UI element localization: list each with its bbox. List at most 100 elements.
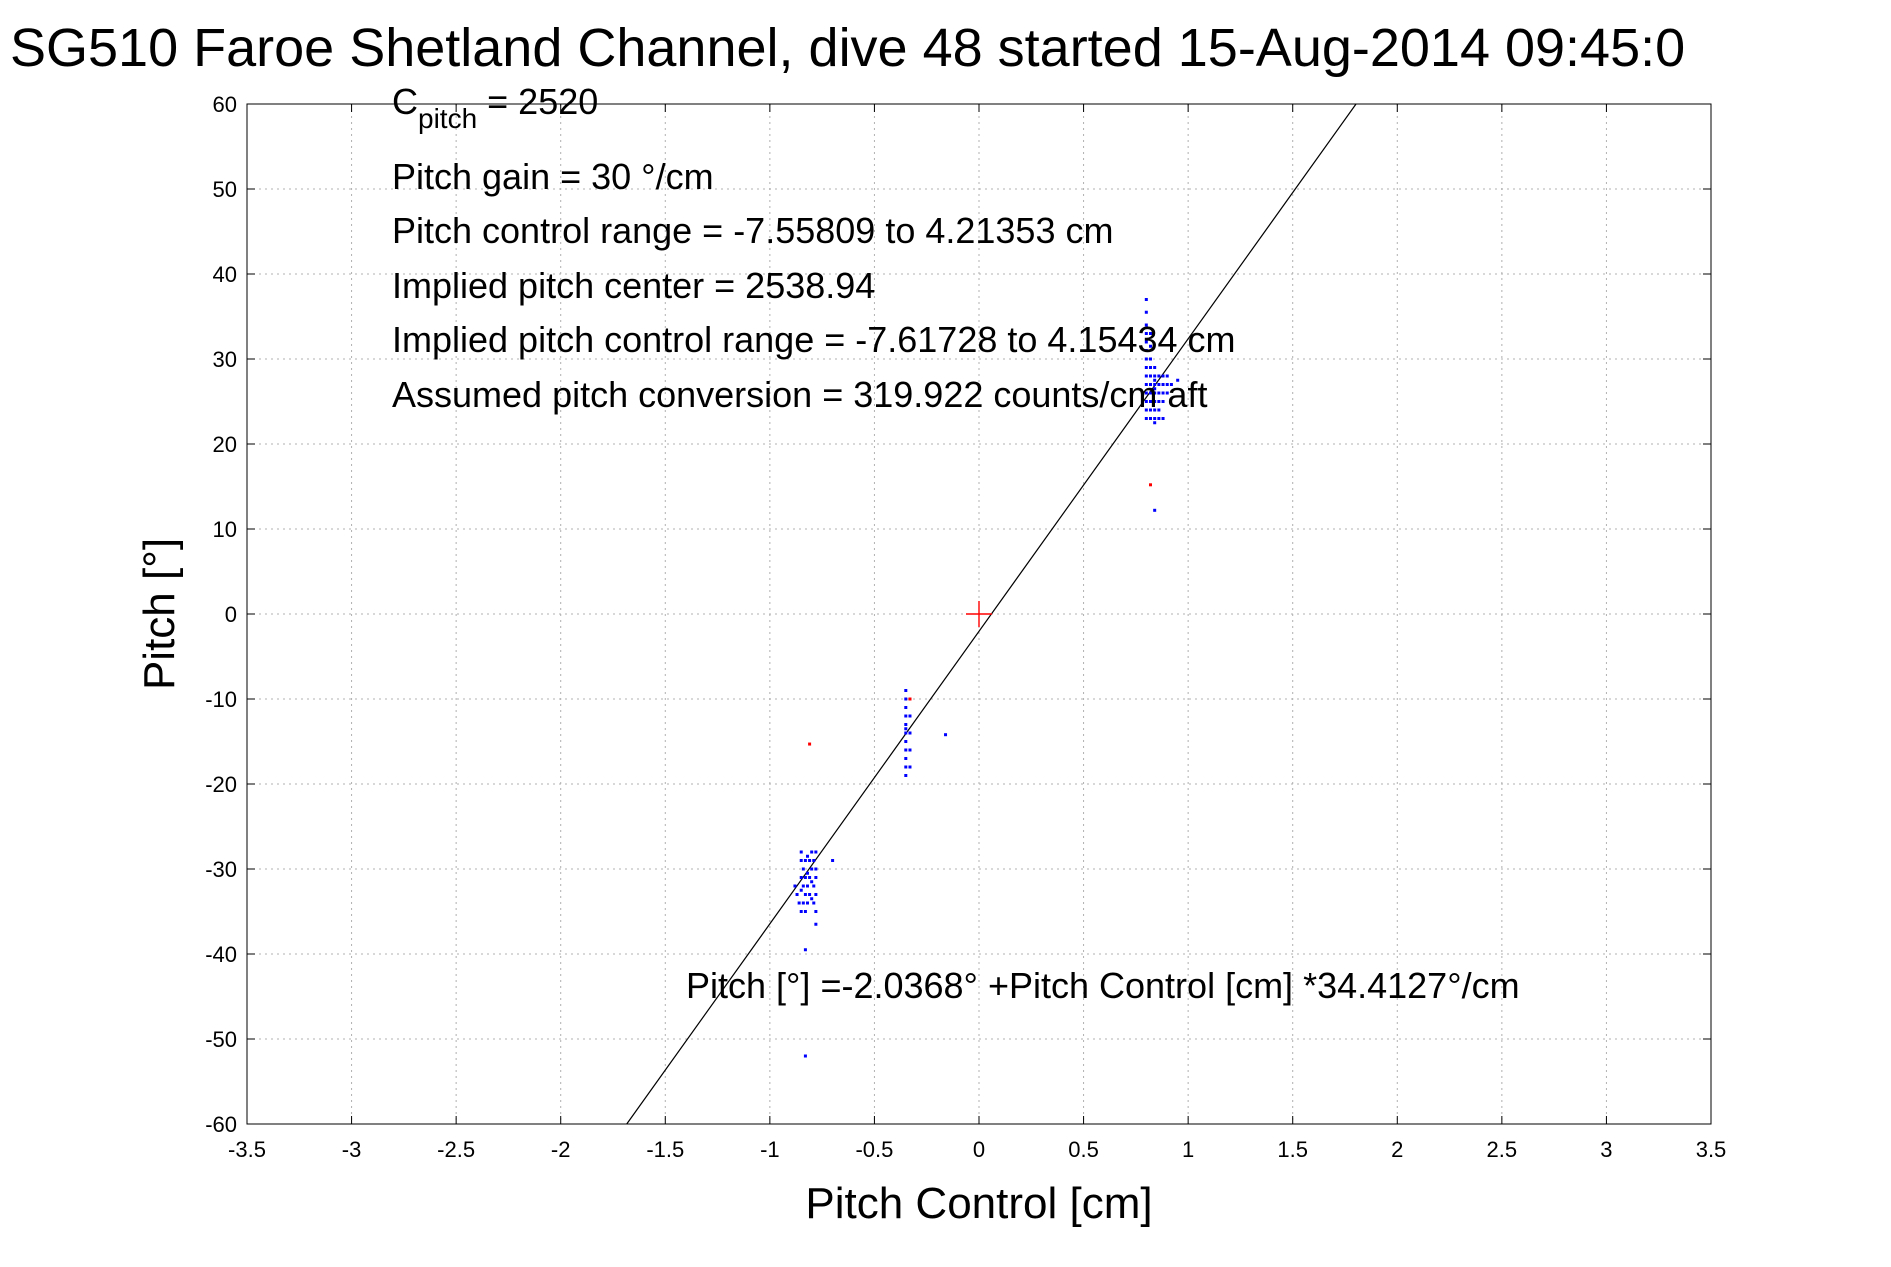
x-axis-label: Pitch Control [cm] [805,1179,1152,1228]
data-point [904,748,908,752]
data-point [1144,298,1148,301]
data-point [1169,383,1173,386]
y-tick-label: 60 [213,92,237,117]
data-point [1148,366,1152,369]
data-point [1144,391,1148,395]
data-point [1157,408,1161,412]
data-point [1148,417,1152,420]
y-axis-label: Pitch [°] [135,538,184,690]
data-point [799,888,803,892]
y-tick-label: 20 [213,432,237,457]
data-point [814,922,818,926]
data-point [1153,366,1157,369]
data-point [810,897,814,901]
data-point [1157,383,1161,386]
data-point [904,697,908,701]
implied-range-annotation: Implied pitch control range = -7.61728 t… [392,319,1236,360]
data-point [1153,417,1157,420]
data-point [803,910,807,913]
data-point [808,859,812,862]
data-point [803,948,807,952]
data-point [904,714,908,718]
data-point [944,733,948,737]
x-tick-label: -1.5 [646,1137,684,1162]
c-pitch-letter: C [392,81,418,122]
data-point [1148,374,1152,378]
data-point [1161,374,1165,378]
data-point [803,893,807,896]
data-point [810,880,814,884]
y-tick-label: -60 [205,1112,237,1137]
data-point [799,876,803,879]
x-tick-label: 1.5 [1277,1137,1308,1162]
data-point [1148,357,1152,361]
data-point [908,731,912,735]
x-tick-label: 2 [1391,1137,1403,1162]
data-point [810,850,814,854]
data-point [1144,374,1148,378]
data-point [806,854,810,858]
implied-center-annotation: Implied pitch center = 2538.94 [392,265,875,306]
data-point [1144,417,1148,420]
pitch-gain-annotation: Pitch gain = 30 °/cm [392,156,714,197]
data-point [1148,408,1152,412]
data-point [806,871,810,875]
x-tick-label: 2.5 [1487,1137,1518,1162]
data-point [904,689,908,692]
x-tick-label: 3.5 [1696,1137,1727,1162]
data-point [812,901,816,905]
data-point [801,867,805,871]
control-range-annotation: Pitch control range = -7.55809 to 4.2135… [392,210,1113,251]
data-point [803,859,807,862]
data-point [1153,378,1157,382]
fit-line-layer [626,103,1357,1125]
data-point [808,742,812,746]
data-point [812,859,816,862]
data-point [1153,383,1157,386]
data-point [1153,408,1157,412]
y-tick-label: 30 [213,347,237,372]
data-point [799,910,803,913]
x-tick-label: -0.5 [855,1137,893,1162]
c-pitch-annotation: Cpitch = 2520 [392,81,598,134]
data-point [806,901,810,905]
y-tick-label: 0 [225,602,237,627]
data-point [1153,508,1157,512]
data-point [801,901,805,905]
data-point [904,723,908,726]
data-point [1148,332,1152,335]
data-point [1176,378,1180,382]
y-tick-label: 10 [213,517,237,542]
data-point [1144,340,1148,344]
data-point [1144,366,1148,369]
data-point [801,884,805,888]
data-point [1157,391,1161,395]
data-point [810,867,814,871]
data-point [1161,417,1165,420]
data-point [904,740,908,743]
data-point [1165,383,1169,386]
data-point [799,859,803,862]
data-points [793,298,1180,1058]
x-tick-label: -2.5 [437,1137,475,1162]
data-point [1144,323,1148,327]
data-point [1153,421,1157,425]
y-tick-label: -50 [205,1027,237,1052]
x-tick-label: -2 [551,1137,571,1162]
data-point [831,859,835,862]
data-point [803,1054,807,1058]
data-point [908,765,912,769]
data-point [793,884,797,888]
y-tick-label: -10 [205,687,237,712]
data-point [814,893,818,896]
data-point [803,876,807,879]
data-point [814,850,818,854]
data-point [908,714,912,718]
x-tick-labels: -3.5 -3 -2.5 -2 -1.5 -1 -0.5 0 0.5 1 1.5 2 2.5 3 3.5 [228,1137,1726,1162]
data-point [1144,310,1148,314]
data-point [812,884,816,888]
data-point [908,748,912,752]
data-point [1148,383,1152,386]
y-tick-labels: 60 50 40 30 20 10 0 -10 -20 -30 -40 -50 -60 [205,92,237,1137]
